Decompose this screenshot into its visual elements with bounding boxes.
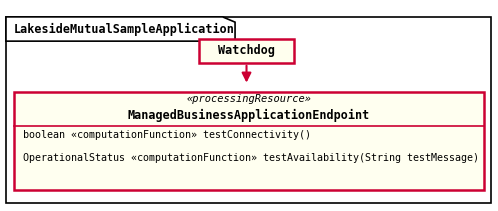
Bar xyxy=(14,92,484,190)
Text: «processingResource»: «processingResource» xyxy=(186,94,312,104)
Bar xyxy=(199,38,294,63)
Text: ManagedBusinessApplicationEndpoint: ManagedBusinessApplicationEndpoint xyxy=(128,108,370,122)
Text: OperationalStatus «computationFunction» testAvailability(String testMessage): OperationalStatus «computationFunction» … xyxy=(23,153,479,164)
Text: Watchdog: Watchdog xyxy=(218,44,275,57)
Bar xyxy=(6,17,491,203)
Text: LakesideMutualSampleApplication: LakesideMutualSampleApplication xyxy=(13,22,235,36)
Polygon shape xyxy=(6,17,235,41)
Text: boolean «computationFunction» testConnectivity(): boolean «computationFunction» testConnec… xyxy=(23,130,311,140)
